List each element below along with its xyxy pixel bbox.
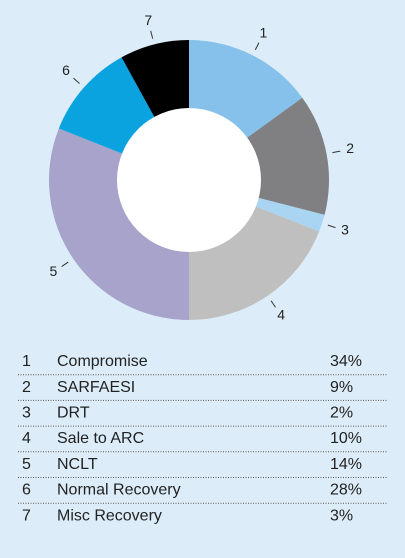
leader-line bbox=[254, 42, 260, 51]
row-value: 3% bbox=[330, 507, 353, 524]
row-label: Normal Recovery bbox=[57, 482, 181, 499]
row-number: 1 bbox=[22, 353, 31, 370]
slice-label: 6 bbox=[62, 62, 70, 78]
row-label: DRT bbox=[57, 404, 90, 421]
row-number: 6 bbox=[22, 482, 31, 499]
table-row: 2 SARFAESI 9% bbox=[18, 379, 387, 401]
row-value: 34% bbox=[330, 353, 362, 370]
row-value: 14% bbox=[330, 456, 362, 473]
leader-line bbox=[61, 261, 69, 267]
table-row: 6 Normal Recovery 28% bbox=[18, 482, 387, 504]
table-row: 1 Compromise 34% bbox=[18, 353, 387, 376]
slice-label: 7 bbox=[144, 12, 152, 28]
slice-label: 2 bbox=[346, 140, 354, 156]
leader-line bbox=[270, 300, 276, 308]
leader-line bbox=[73, 77, 80, 84]
table-row: 4 Sale to ARC 10% bbox=[18, 430, 387, 453]
slice-label: 5 bbox=[49, 263, 57, 279]
row-value: 9% bbox=[330, 379, 353, 396]
leader-line bbox=[332, 150, 341, 154]
slice-label: 4 bbox=[277, 306, 285, 322]
table-row: 7 Misc Recovery 3% bbox=[22, 507, 353, 524]
row-value: 2% bbox=[330, 404, 353, 421]
row-value: 10% bbox=[330, 430, 362, 447]
row-value: 28% bbox=[330, 482, 362, 499]
donut-hole bbox=[117, 108, 261, 252]
row-label: SARFAESI bbox=[57, 379, 135, 396]
leader-line bbox=[327, 224, 336, 229]
row-number: 3 bbox=[22, 404, 31, 421]
slice-label: 3 bbox=[341, 221, 349, 237]
row-number: 5 bbox=[22, 456, 31, 473]
row-label: Sale to ARC bbox=[57, 430, 144, 447]
table-row: 3 DRT 2% bbox=[18, 404, 387, 427]
row-number: 7 bbox=[22, 507, 31, 524]
slice-label: 1 bbox=[260, 25, 268, 41]
row-label: NCLT bbox=[57, 456, 98, 473]
row-number: 4 bbox=[22, 430, 31, 447]
row-number: 2 bbox=[22, 379, 31, 396]
row-label: Misc Recovery bbox=[57, 507, 162, 524]
leader-line bbox=[150, 30, 154, 39]
row-label: Compromise bbox=[57, 353, 148, 370]
table-row: 5 NCLT 14% bbox=[18, 456, 387, 478]
